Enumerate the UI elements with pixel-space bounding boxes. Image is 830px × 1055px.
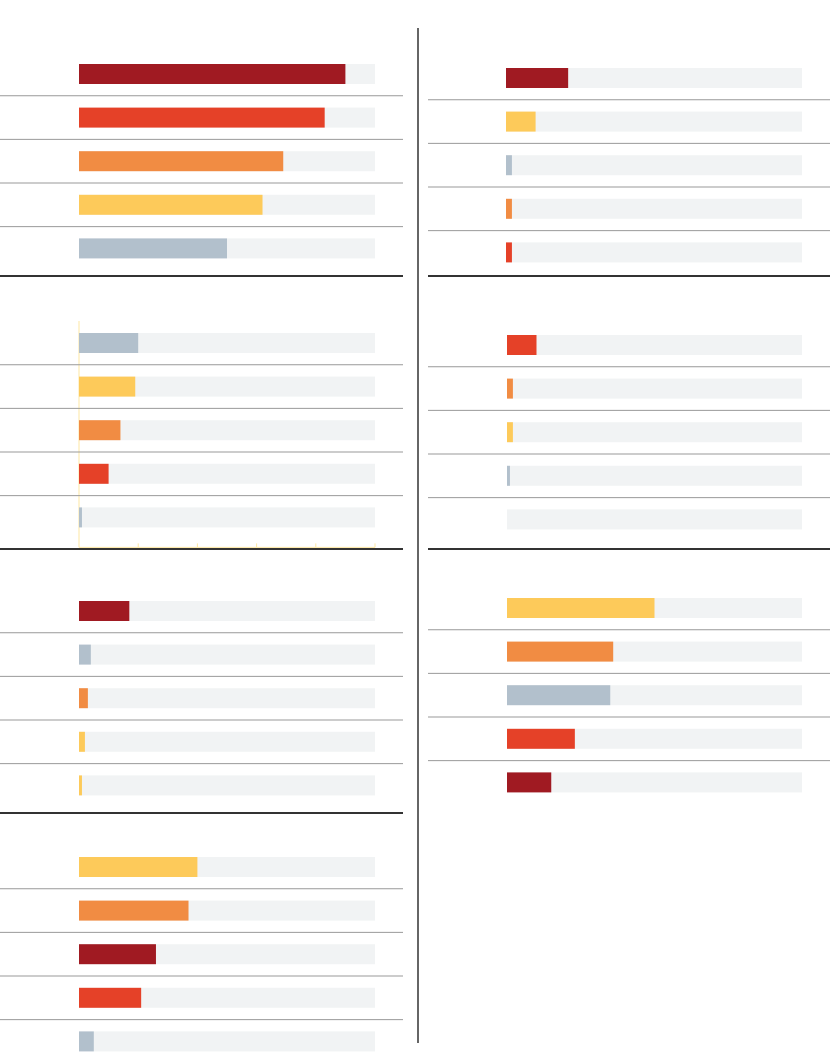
bar-track: [79, 775, 375, 796]
chart-panel-6: [428, 335, 830, 550]
bar: [79, 987, 142, 1008]
bar-track: [507, 378, 802, 399]
bar: [79, 1031, 94, 1052]
bar: [79, 420, 121, 441]
bar: [507, 422, 513, 443]
bar: [507, 772, 552, 793]
bar-track: [79, 333, 375, 353]
bar: [79, 64, 346, 84]
bar-track: [506, 155, 802, 176]
bar: [507, 465, 510, 486]
bar-track: [506, 198, 802, 219]
bar: [79, 775, 82, 796]
bar: [507, 641, 614, 662]
chart-panel-3: [0, 601, 403, 814]
bar: [506, 155, 512, 176]
chart-panel-2: [0, 321, 403, 550]
bar-track: [506, 68, 802, 88]
bar: [79, 107, 325, 128]
bar-track: [506, 242, 802, 263]
bar: [507, 728, 575, 749]
bar: [506, 242, 512, 263]
bar: [79, 333, 139, 353]
bar: [79, 194, 263, 215]
bar: [79, 238, 227, 259]
bar-track: [79, 376, 375, 397]
chart-panel-7: [428, 598, 830, 793]
chart-panel-1: [0, 64, 403, 277]
bar-track: [507, 509, 802, 530]
bar: [507, 378, 513, 399]
bar-track: [79, 1031, 375, 1052]
bar: [79, 731, 85, 752]
bar: [79, 507, 82, 528]
bar-track: [79, 987, 375, 1008]
bar: [79, 601, 130, 621]
bar: [506, 68, 569, 88]
bar: [79, 463, 109, 484]
chart-panel-5: [428, 68, 830, 277]
bar-track: [507, 465, 802, 486]
bar: [79, 900, 189, 921]
chart-panel-4: [0, 857, 403, 1052]
bar: [79, 944, 156, 965]
bar-track: [79, 644, 375, 665]
bar: [79, 688, 88, 709]
bar-track: [79, 420, 375, 441]
bar: [507, 685, 611, 706]
bar-track: [79, 463, 375, 484]
bar-track: [79, 507, 375, 528]
bar: [79, 376, 136, 397]
bar: [79, 857, 198, 877]
bar: [506, 198, 512, 219]
bar-track: [507, 728, 802, 749]
bar-track: [507, 335, 802, 355]
bar-track: [506, 111, 802, 132]
bar-track: [79, 731, 375, 752]
bar: [507, 598, 655, 618]
bar-track: [507, 772, 802, 793]
bar: [79, 644, 91, 665]
bar: [506, 111, 536, 132]
bar: [79, 151, 284, 172]
bar-track: [507, 422, 802, 443]
bar-track: [79, 601, 375, 621]
bar-track: [79, 688, 375, 709]
bar: [507, 335, 537, 355]
